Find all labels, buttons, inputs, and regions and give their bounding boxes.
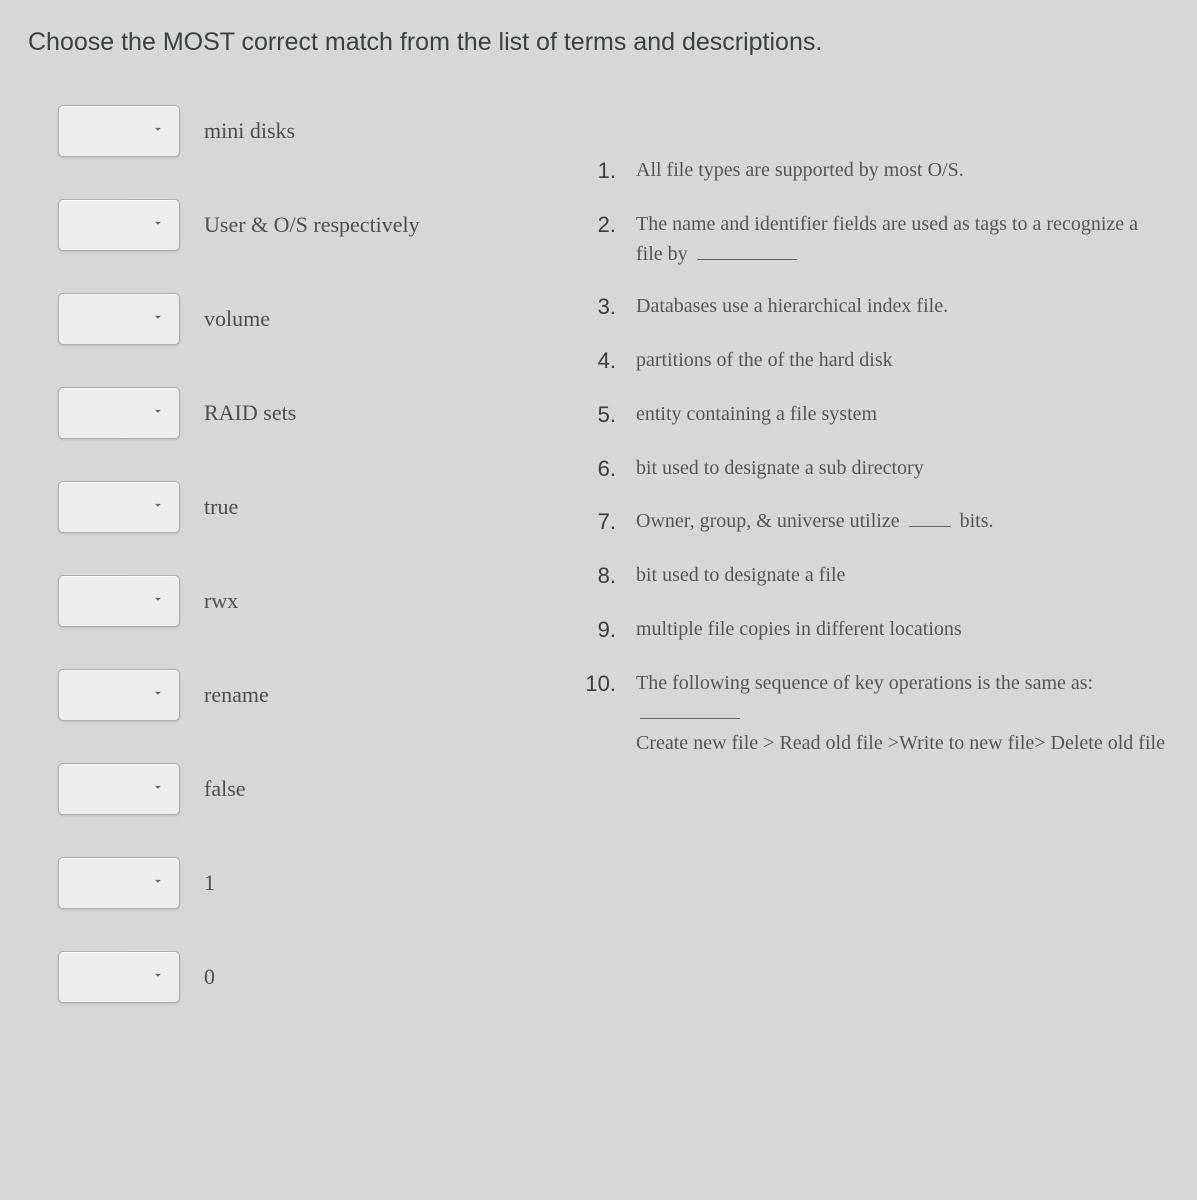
- match-select[interactable]: [58, 199, 180, 251]
- description-text: partitions of the of the hard disk: [636, 345, 893, 375]
- chevron-down-icon: [151, 498, 165, 517]
- term-row: User & O/S respectively: [58, 199, 538, 251]
- term-row: 1: [58, 857, 538, 909]
- description-text: bit used to designate a file: [636, 560, 845, 590]
- description-row: 9. multiple file copies in different loca…: [578, 614, 1169, 646]
- description-number: 7.: [578, 506, 616, 538]
- term-row: rwx: [58, 575, 538, 627]
- description-number: 2.: [578, 209, 616, 241]
- description-number: 8.: [578, 560, 616, 592]
- description-number: 10.: [578, 668, 616, 700]
- description-row: 4. partitions of the of the hard disk: [578, 345, 1169, 377]
- chevron-down-icon: [151, 404, 165, 423]
- term-label: volume: [204, 306, 270, 332]
- description-text: The following sequence of key operations…: [636, 668, 1169, 758]
- term-label: User & O/S respectively: [204, 212, 420, 238]
- description-row: 6. bit used to designate a sub directory: [578, 453, 1169, 485]
- term-label: mini disks: [204, 118, 295, 144]
- term-row: RAID sets: [58, 387, 538, 439]
- description-row: 10. The following sequence of key operati…: [578, 668, 1169, 758]
- match-select[interactable]: [58, 763, 180, 815]
- fill-blank: [640, 718, 740, 719]
- description-text: Databases use a hierarchical index file.: [636, 291, 948, 321]
- match-select[interactable]: [58, 951, 180, 1003]
- description-row: 2. The name and identifier fields are use…: [578, 209, 1169, 269]
- match-select[interactable]: [58, 669, 180, 721]
- chevron-down-icon: [151, 968, 165, 987]
- term-row: volume: [58, 293, 538, 345]
- description-row: 3. Databases use a hierarchical index fil…: [578, 291, 1169, 323]
- description-number: 5.: [578, 399, 616, 431]
- description-text: All file types are supported by most O/S…: [636, 155, 964, 185]
- terms-column: mini disks User & O/S respectively volume R…: [58, 105, 538, 1003]
- match-select[interactable]: [58, 293, 180, 345]
- chevron-down-icon: [151, 216, 165, 235]
- chevron-down-icon: [151, 874, 165, 893]
- term-label: rwx: [204, 588, 238, 614]
- description-text: The name and identifier fields are used …: [636, 209, 1169, 269]
- term-label: 0: [204, 964, 215, 990]
- description-number: 1.: [578, 155, 616, 187]
- term-label: 1: [204, 870, 215, 896]
- fill-blank: [697, 259, 797, 260]
- match-select[interactable]: [58, 857, 180, 909]
- term-label: RAID sets: [204, 400, 296, 426]
- description-text: multiple file copies in different locati…: [636, 614, 962, 644]
- description-row: 5. entity containing a file system: [578, 399, 1169, 431]
- term-label: false: [204, 776, 246, 802]
- description-number: 9.: [578, 614, 616, 646]
- match-select[interactable]: [58, 575, 180, 627]
- chevron-down-icon: [151, 780, 165, 799]
- description-row: 7. Owner, group, & universe utilize bits.: [578, 506, 1169, 538]
- description-number: 4.: [578, 345, 616, 377]
- chevron-down-icon: [151, 592, 165, 611]
- description-text: entity containing a file system: [636, 399, 877, 429]
- descriptions-column: 1. All file types are supported by most O…: [578, 105, 1169, 758]
- term-row: false: [58, 763, 538, 815]
- chevron-down-icon: [151, 686, 165, 705]
- chevron-down-icon: [151, 122, 165, 141]
- description-number: 6.: [578, 453, 616, 485]
- term-row: rename: [58, 669, 538, 721]
- term-row: 0: [58, 951, 538, 1003]
- match-select[interactable]: [58, 387, 180, 439]
- description-text: bit used to designate a sub directory: [636, 453, 924, 483]
- description-row: 1. All file types are supported by most O…: [578, 155, 1169, 187]
- match-select[interactable]: [58, 105, 180, 157]
- question-instruction: Choose the MOST correct match from the l…: [28, 28, 1169, 57]
- description-row: 8. bit used to designate a file: [578, 560, 1169, 592]
- term-row: true: [58, 481, 538, 533]
- term-row: mini disks: [58, 105, 538, 157]
- matching-container: mini disks User & O/S respectively volume R…: [28, 105, 1169, 1003]
- chevron-down-icon: [151, 310, 165, 329]
- term-label: rename: [204, 682, 269, 708]
- term-label: true: [204, 494, 238, 520]
- match-select[interactable]: [58, 481, 180, 533]
- description-number: 3.: [578, 291, 616, 323]
- description-text: Owner, group, & universe utilize bits.: [636, 506, 993, 536]
- fill-blank: [909, 526, 951, 527]
